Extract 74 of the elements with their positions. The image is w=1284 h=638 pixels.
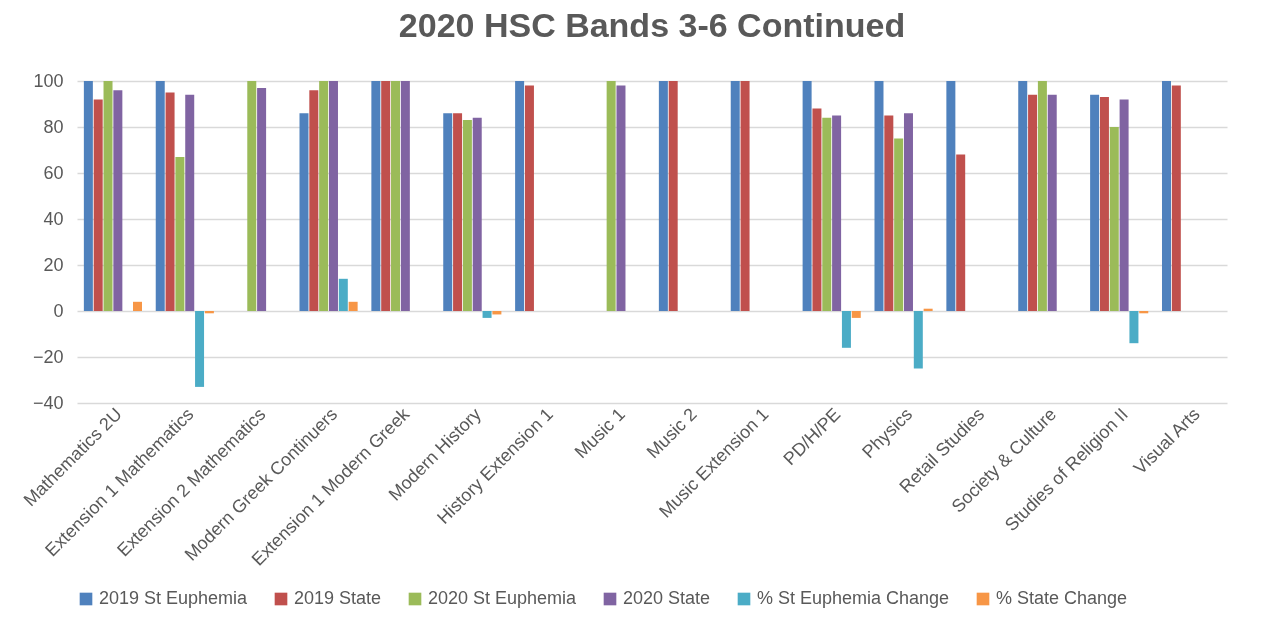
bar xyxy=(832,115,842,311)
bar xyxy=(1037,81,1047,311)
bar xyxy=(195,311,205,387)
bar xyxy=(515,81,525,311)
bar xyxy=(894,138,904,311)
bar xyxy=(740,81,750,311)
bar xyxy=(472,117,482,311)
y-tick-label: 20 xyxy=(43,254,64,275)
bar xyxy=(913,311,923,369)
bar xyxy=(802,81,812,311)
bar xyxy=(1171,85,1181,311)
y-tick-label: 100 xyxy=(33,70,64,91)
bar xyxy=(113,90,123,311)
bar xyxy=(874,81,884,311)
bar xyxy=(165,92,175,311)
y-tick-label: 0 xyxy=(53,300,64,321)
bar xyxy=(1099,97,1109,311)
bar xyxy=(1119,99,1129,311)
legend-label: % St Euphemia Change xyxy=(757,588,950,608)
y-tick-label: 60 xyxy=(43,162,64,183)
bar xyxy=(1109,127,1119,311)
legend-label: 2020 State xyxy=(623,588,711,608)
bar xyxy=(851,311,861,318)
legend-label: 2020 St Euphemia xyxy=(428,588,578,608)
y-tick-label: 40 xyxy=(43,208,64,229)
bar xyxy=(946,81,956,311)
bar xyxy=(83,81,93,311)
bar xyxy=(903,113,913,311)
bar xyxy=(1090,94,1100,311)
bar xyxy=(185,94,195,311)
bar xyxy=(391,81,401,311)
bar xyxy=(658,81,668,311)
bar xyxy=(606,81,616,311)
bar xyxy=(841,311,851,348)
bar xyxy=(155,81,165,311)
y-tick-label: −20 xyxy=(32,346,64,367)
bar xyxy=(616,85,626,311)
legend-label: 2019 St Euphemia xyxy=(99,588,249,608)
bar xyxy=(812,108,822,311)
bar xyxy=(443,113,453,311)
bar xyxy=(371,81,381,311)
bar xyxy=(1161,81,1171,311)
bar xyxy=(309,90,319,311)
bar xyxy=(175,156,185,311)
bar xyxy=(400,81,410,311)
bar xyxy=(247,81,257,311)
bar xyxy=(453,113,463,311)
bar xyxy=(668,81,678,311)
legend-label: 2019 State xyxy=(294,588,382,608)
y-tick-label: 80 xyxy=(43,116,64,137)
bar xyxy=(257,87,267,311)
bar xyxy=(482,311,492,318)
bar xyxy=(103,81,113,311)
bar xyxy=(319,81,329,311)
y-tick-label: −40 xyxy=(32,392,64,413)
bar xyxy=(956,154,966,311)
bar xyxy=(822,117,832,311)
bar xyxy=(338,278,348,311)
bar xyxy=(1028,94,1038,311)
legend-label: % State Change xyxy=(996,588,1128,608)
bar xyxy=(328,81,338,311)
bar xyxy=(1129,311,1139,344)
bar xyxy=(1018,81,1028,311)
bar xyxy=(462,120,472,311)
chart-title: 2020 HSC Bands 3-6 Continued xyxy=(398,6,906,44)
bar xyxy=(884,115,894,311)
bar xyxy=(348,301,358,311)
bar xyxy=(381,81,391,311)
bar xyxy=(524,85,534,311)
bar xyxy=(730,81,740,311)
bar xyxy=(299,113,309,311)
bar xyxy=(133,301,143,311)
bar xyxy=(93,99,103,311)
bar xyxy=(1047,94,1057,311)
